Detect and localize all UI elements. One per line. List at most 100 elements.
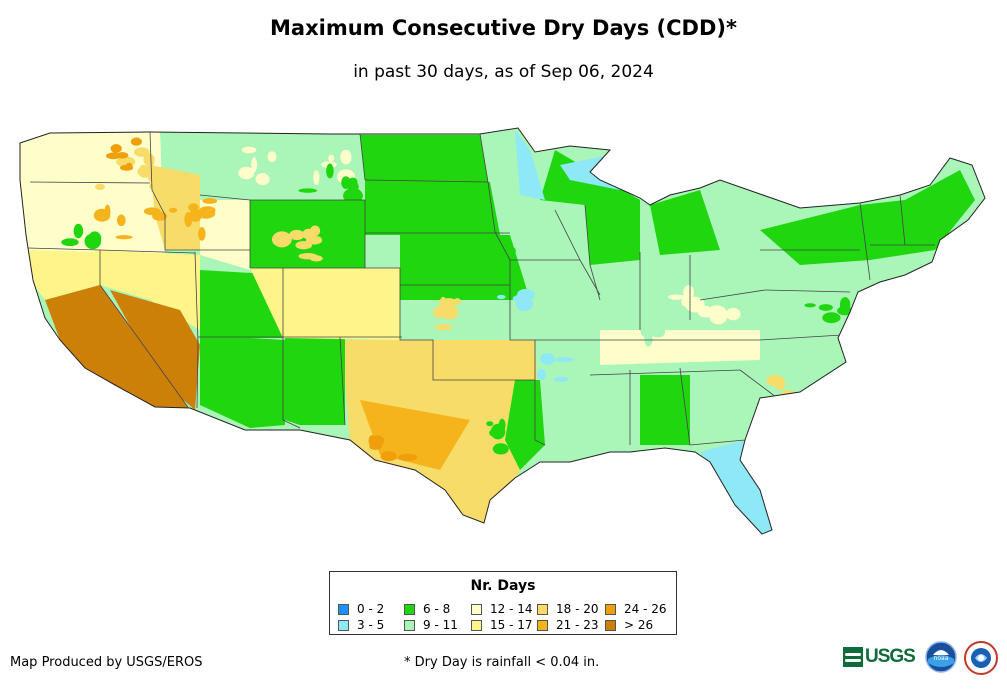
speckle-patch: [725, 307, 741, 321]
legend-swatch: [605, 603, 616, 615]
noaa-logo-text: noaa: [934, 655, 949, 662]
speckle-patch: [255, 173, 270, 186]
speckle-patch: [134, 147, 150, 157]
speckle-patch: [149, 182, 161, 191]
speckle-patch: [839, 297, 851, 313]
speckle-patch: [773, 403, 782, 411]
legend-label: 9 - 11: [423, 618, 458, 632]
state-line: [250, 199, 366, 268]
speckle-patch: [267, 151, 277, 163]
speckle-patch: [326, 163, 334, 179]
state-line: [364, 179, 489, 183]
speckle-patch: [380, 451, 397, 462]
state-line: [479, 133, 496, 233]
region-colorado: [250, 268, 400, 340]
speckle-patch: [451, 252, 459, 257]
region-new-mexico: [285, 338, 345, 425]
speckle-patch: [84, 233, 102, 250]
legend-item-15-17: 15 - 17: [471, 618, 533, 632]
state-line: [359, 133, 366, 181]
speckle-patch: [110, 144, 122, 153]
state-line: [764, 289, 851, 293]
speckle-patch: [707, 305, 727, 319]
speckle-patch: [555, 357, 574, 362]
speckle-patch: [501, 260, 518, 274]
speckle-patch: [184, 212, 193, 228]
speckle-patch: [368, 435, 376, 447]
speckle-patch: [486, 421, 494, 427]
state-line: [149, 131, 166, 250]
speckle-patch: [397, 453, 418, 462]
speckle-patch: [198, 227, 206, 241]
speckle-patch: [152, 211, 168, 221]
speckle-patch: [202, 198, 218, 204]
state-line: [534, 340, 546, 446]
state-line: [899, 194, 906, 246]
speckle-patch: [650, 326, 666, 338]
speckle-patch: [146, 159, 155, 168]
legend-swatch: [471, 619, 482, 631]
legend-swatch: [338, 619, 349, 631]
state-boundaries: [27, 131, 935, 446]
speckle-patch: [120, 164, 134, 171]
legend-item-21-23: 21 - 23: [537, 618, 599, 632]
legend-label: 3 - 5: [357, 618, 385, 632]
state-line: [99, 250, 191, 411]
state-line: [399, 285, 535, 381]
speckle-patch: [492, 443, 509, 455]
legend-label: 24 - 26: [624, 602, 667, 616]
speckle-patch: [536, 369, 547, 380]
speckle-patch: [457, 272, 467, 282]
region-wyoming-west: [200, 200, 250, 270]
legend-swatch: [404, 619, 415, 631]
speckle-patch: [498, 418, 506, 432]
state-line: [494, 231, 600, 341]
legend-swatch: [471, 603, 482, 615]
speckle-patch: [298, 188, 318, 193]
region-michigan: [650, 190, 720, 255]
usgs-logo: USGS: [843, 643, 919, 671]
state-line: [199, 194, 251, 201]
legend-item-12-14: 12 - 14: [471, 602, 533, 616]
state-line: [600, 334, 843, 341]
speckle-patch: [61, 238, 79, 247]
region-southern-nevada: [110, 290, 200, 410]
legend-label: 0 - 2: [357, 602, 385, 616]
region-norcal: [25, 250, 100, 300]
speckle-patch: [781, 389, 796, 404]
speckle-patch: [683, 285, 694, 300]
speckle-patch: [553, 376, 569, 382]
speckle-patch: [310, 225, 321, 237]
speckle-patch: [482, 285, 491, 291]
legend-title: Nr. Days: [470, 578, 536, 594]
speckle-patch: [620, 296, 630, 312]
speckle-patch: [347, 181, 359, 193]
legend-item-3-5: 3 - 5: [338, 618, 384, 632]
speckle-patch: [490, 283, 497, 289]
speckle-patch: [470, 263, 478, 271]
legend-swatch: [338, 603, 349, 615]
nws-logo: [964, 641, 998, 675]
state-line: [584, 204, 601, 301]
speckle-patch: [515, 297, 534, 311]
legend-swatch: [537, 603, 548, 615]
region-socal: [45, 285, 190, 410]
speckle-patch: [295, 241, 313, 250]
speckle-patch: [328, 154, 335, 162]
legend-item-6-8: 6 - 8: [404, 602, 450, 616]
legend-box: Nr. Days 0 - 2 3 - 5 6 - 8 9 - 11 12 - 1…: [329, 571, 677, 635]
state-line: [282, 338, 301, 429]
speckle-patch: [486, 260, 494, 274]
speckle-patch: [783, 398, 793, 404]
speckle-patch: [439, 296, 448, 313]
region-north-dakota: [360, 135, 488, 182]
speckle-patch: [93, 208, 111, 222]
legend-label: 21 - 23: [556, 618, 599, 632]
speckle-patch: [453, 298, 461, 306]
speckle-patch: [489, 428, 503, 438]
legend-label: 15 - 17: [490, 618, 533, 632]
speckle-patch: [188, 203, 199, 212]
speckle-patch: [434, 324, 453, 331]
state-line: [365, 267, 510, 286]
